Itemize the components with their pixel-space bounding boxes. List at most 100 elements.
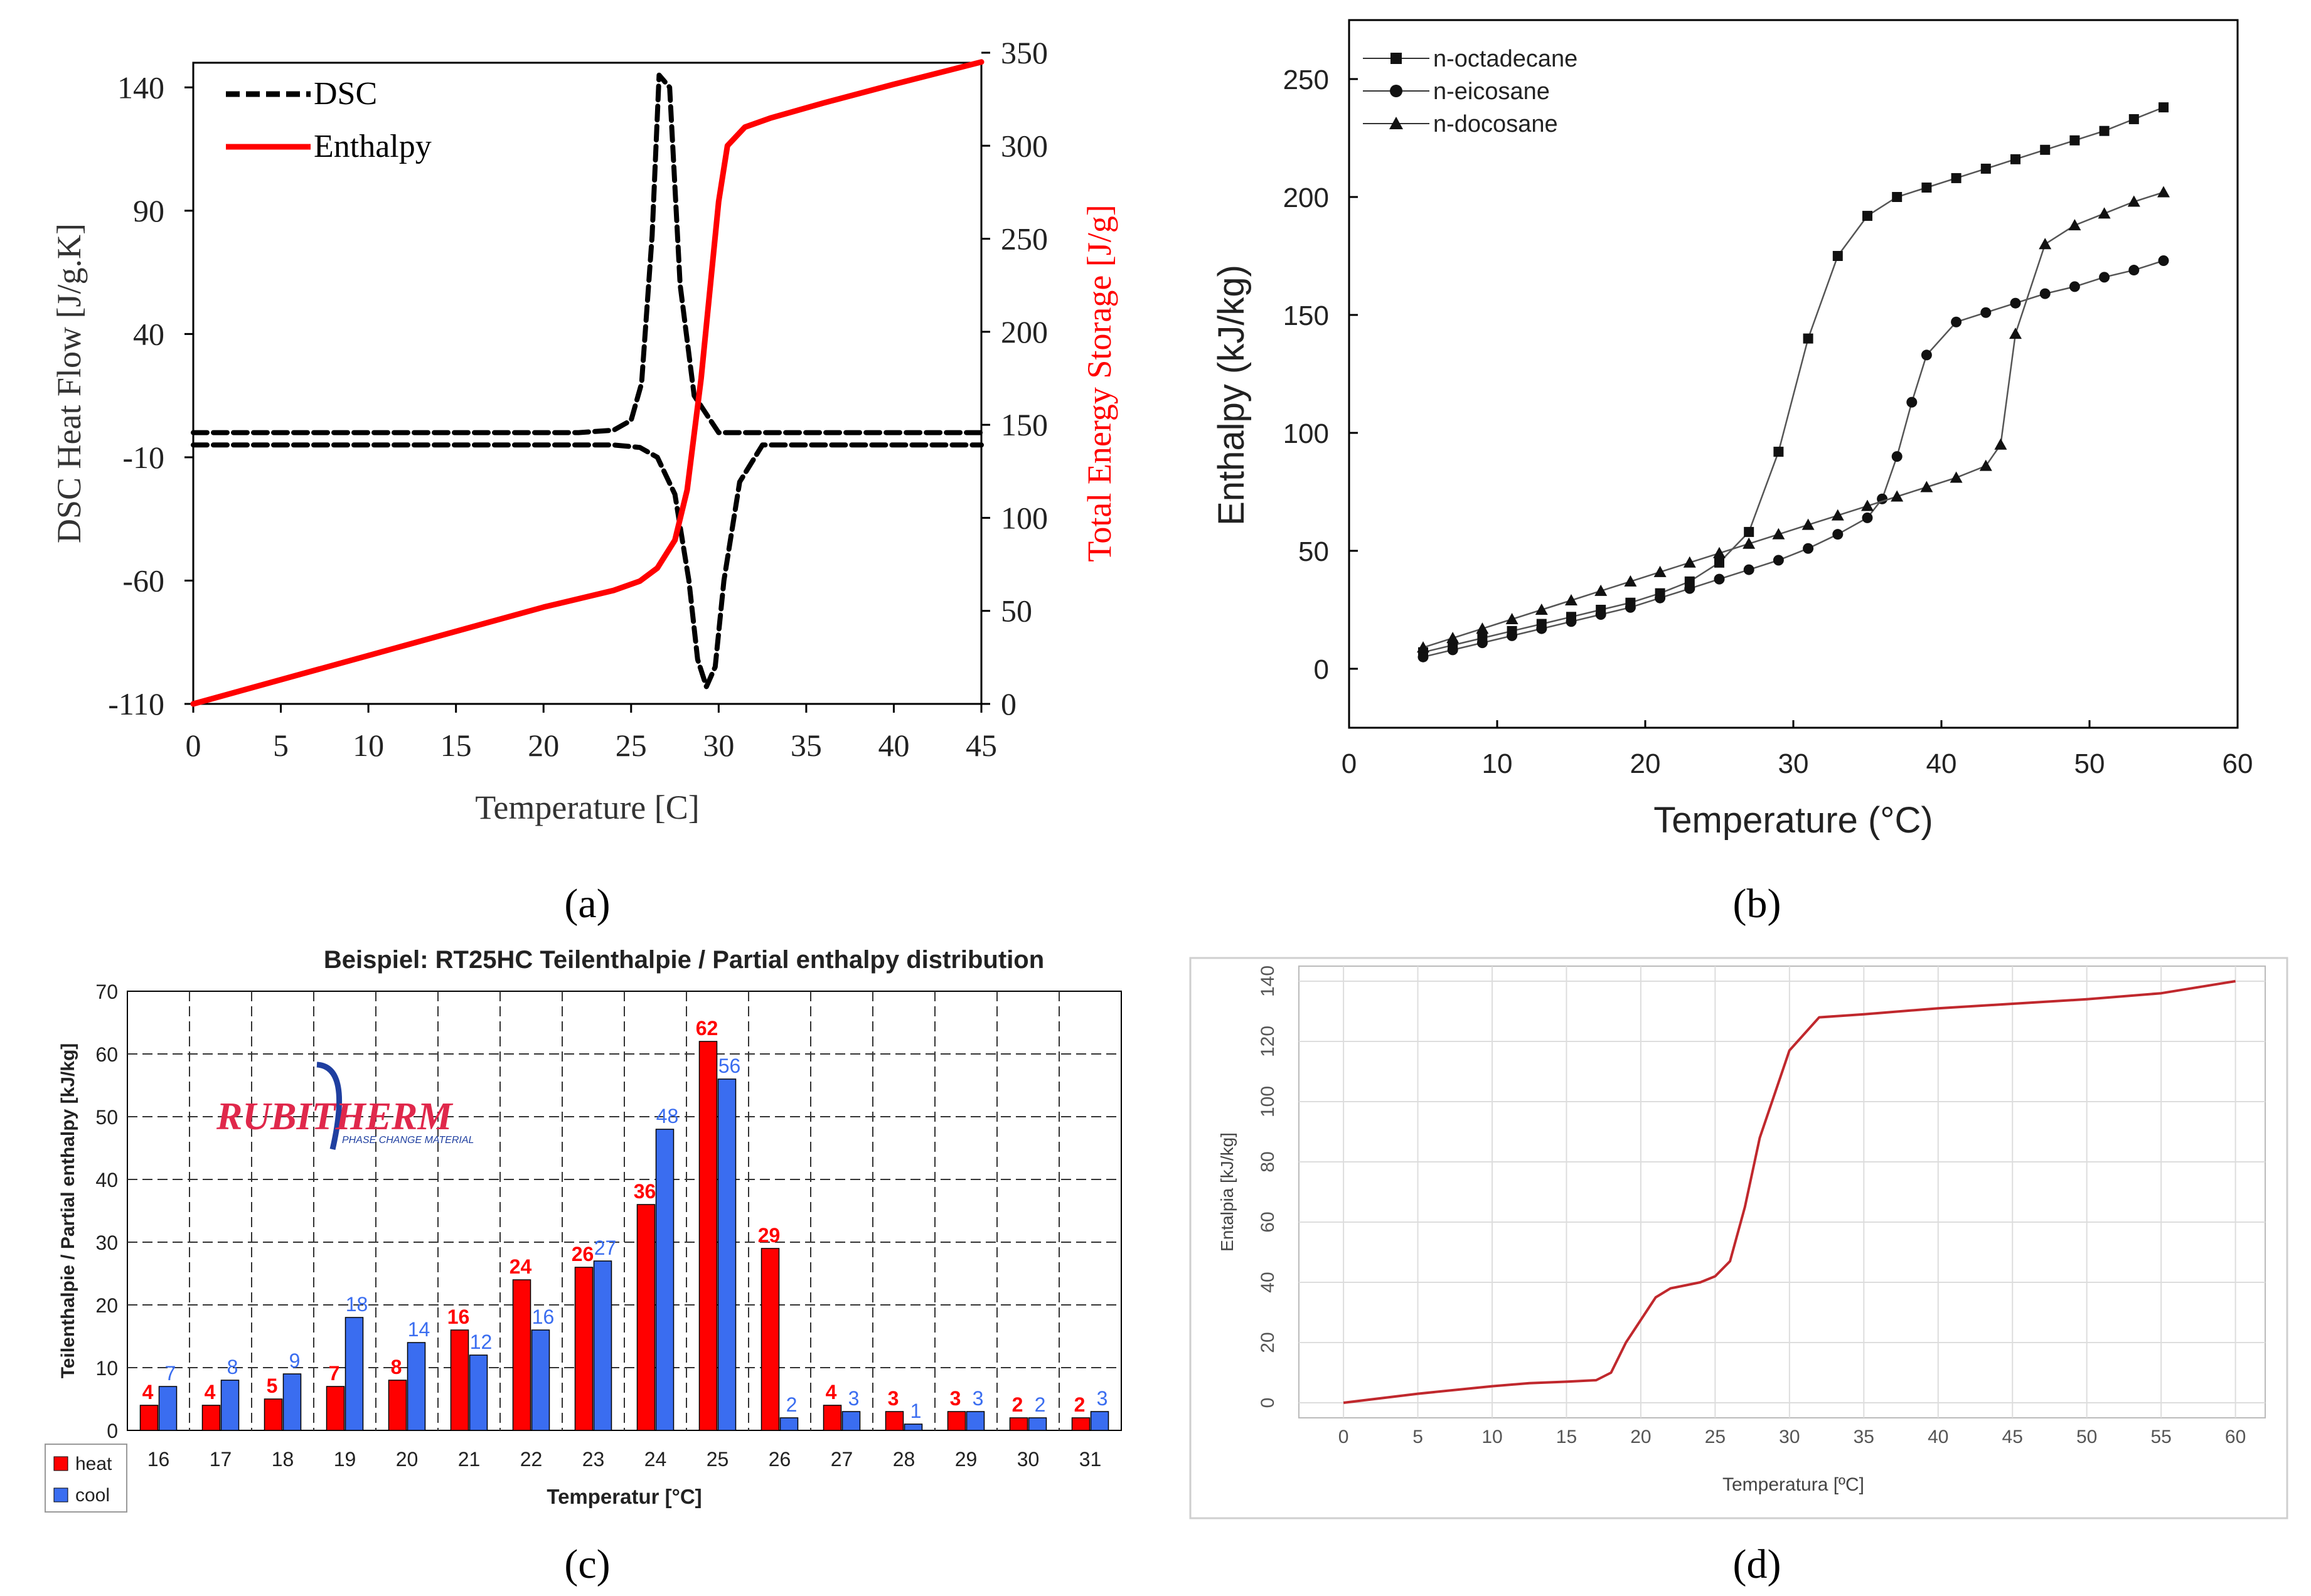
b-series-n-eicosane-point [1507, 630, 1518, 641]
c-x-tick-label: 17 [210, 1448, 232, 1471]
c-bar-cool-label: 56 [718, 1055, 741, 1077]
b-series-n-octadecane-point [2010, 154, 2020, 164]
b-x-tick-label: 0 [1342, 748, 1357, 779]
d-outer-frame [1189, 957, 2288, 1519]
b-series-n-docosane-point [1801, 518, 1815, 530]
b-series-n-docosane-point [1772, 528, 1785, 540]
a-y2-tick-label: 300 [1001, 128, 1048, 163]
panel-a: 0 5 10 15 20 25 30 35 40 45 140 90 40 -10 -60 -110 350… [50, 35, 1118, 927]
b-series-group [1417, 102, 2170, 662]
c-bar-heat-label: 29 [758, 1224, 781, 1247]
c-bar-cool-label: 7 [165, 1362, 176, 1385]
a-x-tick-label: 30 [703, 728, 734, 763]
b-series-n-eicosane-point [1803, 543, 1814, 554]
c-x-tick-label: 16 [147, 1448, 170, 1471]
d-y-ticks: 0 20 40 60 80 100 120 140 [1257, 966, 1278, 1408]
c-legend-heat-label: heat [75, 1454, 112, 1474]
c-y-tick-label: 70 [95, 981, 118, 1003]
b-series-n-eicosane-point [1980, 307, 1992, 318]
a-y2-tick-label: 200 [1001, 314, 1048, 349]
c-bar-heat-label: 16 [447, 1306, 470, 1328]
c-bar-cool [966, 1411, 985, 1431]
a-x-tick-label: 40 [878, 728, 909, 763]
b-series-n-docosane-point [1950, 471, 1963, 483]
b-series-n-docosane-point [1653, 565, 1667, 577]
d-x-tick-label: 15 [1556, 1427, 1577, 1447]
c-bar-heat [947, 1411, 966, 1431]
b-series-n-docosane-point [1713, 546, 1726, 558]
c-bar-cool [655, 1129, 675, 1431]
a-x-tick-label: 0 [186, 728, 201, 763]
b-series-n-docosane-point [2127, 195, 2140, 207]
c-y-tick-label: 60 [95, 1043, 118, 1066]
a-y-axis-label: DSC Heat Flow [J/g.K] [50, 223, 88, 543]
a-y-tick-label: 140 [117, 70, 164, 105]
d-x-tick-label: 45 [2002, 1427, 2023, 1447]
c-x-ticks: 16 17 18 19 20 21 22 23 24 25 26 27 28 29 30 31 [147, 1448, 1102, 1471]
b-series-n-docosane-point [1594, 584, 1608, 596]
b-series-n-docosane-point [1624, 575, 1637, 587]
c-bar-cool [779, 1417, 799, 1431]
b-x-tick-label: 60 [2223, 748, 2253, 779]
b-series-n-docosane-point [1417, 641, 1429, 653]
c-logo-swoosh [316, 1061, 343, 1150]
c-bar-cool-label: 2 [1035, 1393, 1046, 1416]
c-legend-heat-swatch [53, 1456, 68, 1471]
b-series-n-docosane-point [1831, 509, 1844, 521]
a-series-dsc [191, 72, 984, 435]
a-y-tick-label: -10 [122, 440, 164, 475]
c-y-axis-label: Teilenthalpie / Partial enthalpy [kJ/kg] [58, 1043, 78, 1379]
c-bar-heat [139, 1405, 159, 1431]
b-legend-marker-triangle [1389, 117, 1403, 129]
b-y-tick-label: 200 [1283, 183, 1329, 213]
b-x-tick-label: 10 [1482, 748, 1513, 779]
c-bar-heat [450, 1329, 469, 1431]
b-legend: n-octadecane n-eicosane n-docosane [1363, 46, 1577, 137]
a-y2-axis-label: Total Energy Storage [J/g] [1081, 205, 1118, 562]
d-x-ticks: 0 5 10 15 20 25 30 35 40 45 50 55 60 [1338, 1427, 2246, 1447]
b-legend-eicosane: n-eicosane [1433, 78, 1550, 105]
c-y-ticks: 0 10 20 30 40 50 60 70 [95, 981, 118, 1442]
c-bar-heat-label: 3 [888, 1387, 899, 1410]
d-x-tick-label: 30 [1779, 1427, 1800, 1447]
c-x-tick-label: 23 [582, 1448, 605, 1471]
c-bar-heat-label: 3 [950, 1387, 961, 1410]
b-series-n-docosane-point [1505, 613, 1518, 625]
c-bar-heat-label: 5 [267, 1375, 278, 1397]
a-x-tick-label: 45 [966, 728, 997, 763]
b-x-tick-label: 50 [2074, 748, 2105, 779]
b-legend-marker-square [1390, 53, 1402, 64]
c-x-tick-label: 25 [707, 1448, 729, 1471]
b-series-n-octadecane-point [2069, 135, 2080, 146]
c-bar-cool-label: 14 [408, 1318, 430, 1341]
b-series-n-docosane-point [1994, 438, 2007, 450]
a-series-group [190, 59, 985, 707]
c-y-tick-label: 10 [95, 1357, 118, 1380]
c-y-tick-label: 50 [95, 1106, 118, 1129]
c-bar-heat-label: 36 [634, 1180, 656, 1203]
c-rubitherm-logo: RUBITHERM PHASE CHANGE MATERIAL [216, 1061, 474, 1150]
b-series-n-eicosane-point [1684, 583, 1695, 594]
c-x-tick-label: 22 [520, 1448, 543, 1471]
b-x-axis-label: Temperature (°C) [1653, 800, 1933, 841]
c-bar-cool-label: 3 [1097, 1387, 1108, 1410]
panel-c: Beispiel: RT25HC Teilenthalpie / Partial… [45, 946, 1122, 1587]
c-bar-heat-label: 8 [391, 1356, 402, 1378]
c-x-axis-label: Temperatur [°C] [547, 1485, 702, 1508]
c-bar-heat-label: 7 [329, 1362, 340, 1385]
b-series-n-docosane-point [2157, 186, 2170, 198]
a-series-dsc-cooling [191, 442, 984, 689]
a-x-tick-label: 25 [616, 728, 647, 763]
c-bar-cool-label: 9 [289, 1349, 301, 1372]
b-legend-marker-circle [1390, 85, 1402, 97]
c-bar-heat-label: 62 [696, 1017, 718, 1040]
d-x-tick-label: 5 [1412, 1427, 1423, 1447]
b-series-n-docosane-point [1979, 459, 1992, 471]
c-bar-cool [1028, 1417, 1047, 1431]
d-y-tick-label: 100 [1257, 1086, 1278, 1117]
a-y2-tick-label: 350 [1001, 35, 1048, 70]
b-series-n-eicosane-point [1447, 644, 1458, 656]
b-series-n-eicosane-point [1921, 349, 1932, 361]
a-x-axis-label: Temperature [C] [475, 789, 700, 826]
